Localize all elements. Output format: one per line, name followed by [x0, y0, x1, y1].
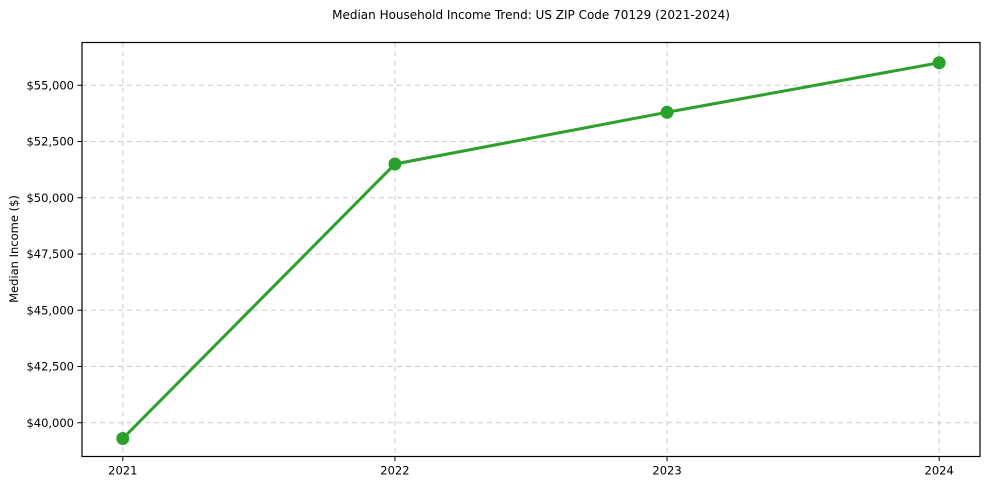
data-point-marker — [388, 157, 402, 171]
data-point-marker — [932, 56, 946, 70]
y-tick-label: $47,500 — [26, 247, 74, 261]
y-tick-label: $42,500 — [26, 360, 74, 374]
y-tick-label: $55,000 — [26, 78, 74, 92]
x-tick-label: 2021 — [108, 464, 137, 478]
plot-border — [81, 41, 981, 458]
x-tick-label: 2024 — [925, 464, 954, 478]
x-tick-label: 2023 — [652, 464, 681, 478]
y-tick-label: $52,500 — [26, 135, 74, 149]
data-point-marker — [116, 432, 130, 445]
x-tick-label: 2022 — [380, 464, 409, 478]
y-tick-label: $40,000 — [26, 416, 74, 430]
data-point-marker — [660, 105, 674, 119]
chart-title: Median Household Income Trend: US ZIP Co… — [332, 8, 730, 22]
y-tick-label: $45,000 — [26, 303, 74, 317]
trend-line — [121, 61, 941, 440]
y-tick-label: $50,000 — [26, 191, 74, 205]
